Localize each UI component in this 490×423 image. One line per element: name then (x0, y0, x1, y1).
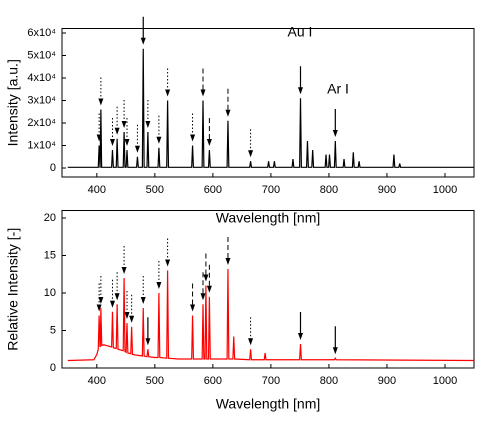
y-axis-label: Intensity [a.u.] (5, 59, 21, 146)
marker-arrowhead (121, 267, 127, 274)
x-tick-label: 800 (320, 375, 338, 387)
x-tick-label: 800 (320, 184, 338, 196)
marker-arrowhead (145, 338, 151, 346)
marker-arrowhead (190, 134, 196, 142)
marker-arrowhead (156, 136, 162, 144)
spectrum-line (67, 268, 475, 362)
x-axis-label: Wavelength [nm] (216, 396, 321, 412)
y-axis-label: Relative Intensity [-] (5, 228, 21, 351)
y-tick-label: 6x10⁴ (27, 27, 56, 39)
x-tick-label: 500 (146, 184, 164, 196)
marker-arrowhead (124, 312, 130, 319)
x-tick-label: 400 (88, 375, 106, 387)
y-tick-label: 1x10⁴ (27, 139, 56, 151)
marker-arrowhead (200, 89, 206, 97)
marker-arrowhead (297, 333, 303, 340)
x-axis-label: Wavelength [nm] (216, 210, 321, 226)
marker-arrowhead (140, 297, 146, 304)
plot-frame (61, 28, 475, 178)
marker-arrowhead (145, 121, 151, 128)
x-tick-label: 600 (204, 375, 222, 387)
x-tick-label: 900 (378, 184, 396, 196)
marker-arrowhead (156, 282, 162, 289)
y-tick-label: 5 (50, 324, 56, 336)
x-tick-label: 500 (146, 375, 164, 387)
marker-arrowhead (248, 338, 254, 346)
y-tick-label: 0 (50, 162, 56, 174)
y-tick-label: 15 (44, 249, 56, 261)
marker-arrowhead (225, 258, 231, 265)
marker-arrowhead (248, 150, 254, 158)
marker-arrowhead (109, 139, 115, 146)
marker-arrowhead (190, 304, 196, 312)
marker-arrowhead (297, 87, 303, 95)
y-tick-label: 0 (50, 362, 56, 374)
marker-arrowhead (332, 130, 338, 137)
marker-arrowhead (114, 127, 120, 135)
y-tick-label: 3x10⁴ (27, 94, 56, 106)
x-tick-label: 900 (378, 375, 396, 387)
marker-arrowhead (332, 347, 338, 355)
y-tick-label: 4x10⁴ (27, 72, 56, 84)
marker-arrowhead (96, 304, 102, 312)
marker-arrowhead (203, 274, 209, 282)
y-tick-label: 10 (44, 287, 56, 299)
x-tick-label: 600 (204, 184, 222, 196)
y-tick-label: 2x10⁴ (27, 117, 56, 129)
marker-arrowhead (225, 109, 231, 117)
marker-arrowhead (98, 297, 104, 304)
annotation: Au I (288, 24, 313, 40)
x-tick-label: 700 (262, 184, 280, 196)
marker-arrowhead (98, 98, 104, 106)
x-tick-label: 700 (262, 375, 280, 387)
marker-arrowhead (165, 259, 171, 267)
marker-arrowhead (206, 139, 212, 146)
y-tick-label: 5x10⁴ (27, 49, 56, 61)
x-tick-label: 1000 (433, 184, 457, 196)
marker-arrowhead (134, 145, 140, 153)
marker-arrowhead (124, 139, 130, 146)
marker-arrowhead (121, 121, 127, 128)
marker-arrowhead (129, 315, 135, 323)
x-tick-label: 1000 (433, 375, 457, 387)
marker-arrowhead (96, 134, 102, 142)
marker-arrowhead (165, 89, 171, 97)
marker-arrowhead (206, 285, 212, 293)
marker-arrowhead (114, 293, 120, 301)
x-tick-label: 400 (88, 184, 106, 196)
y-tick-label: 20 (44, 212, 56, 224)
plot-frame (61, 210, 475, 369)
marker-arrowhead (200, 293, 206, 301)
annotation: Ar I (327, 81, 349, 97)
marker-arrowhead (140, 37, 146, 45)
spectrum-line (67, 48, 474, 168)
marker-arrowhead (109, 300, 115, 308)
